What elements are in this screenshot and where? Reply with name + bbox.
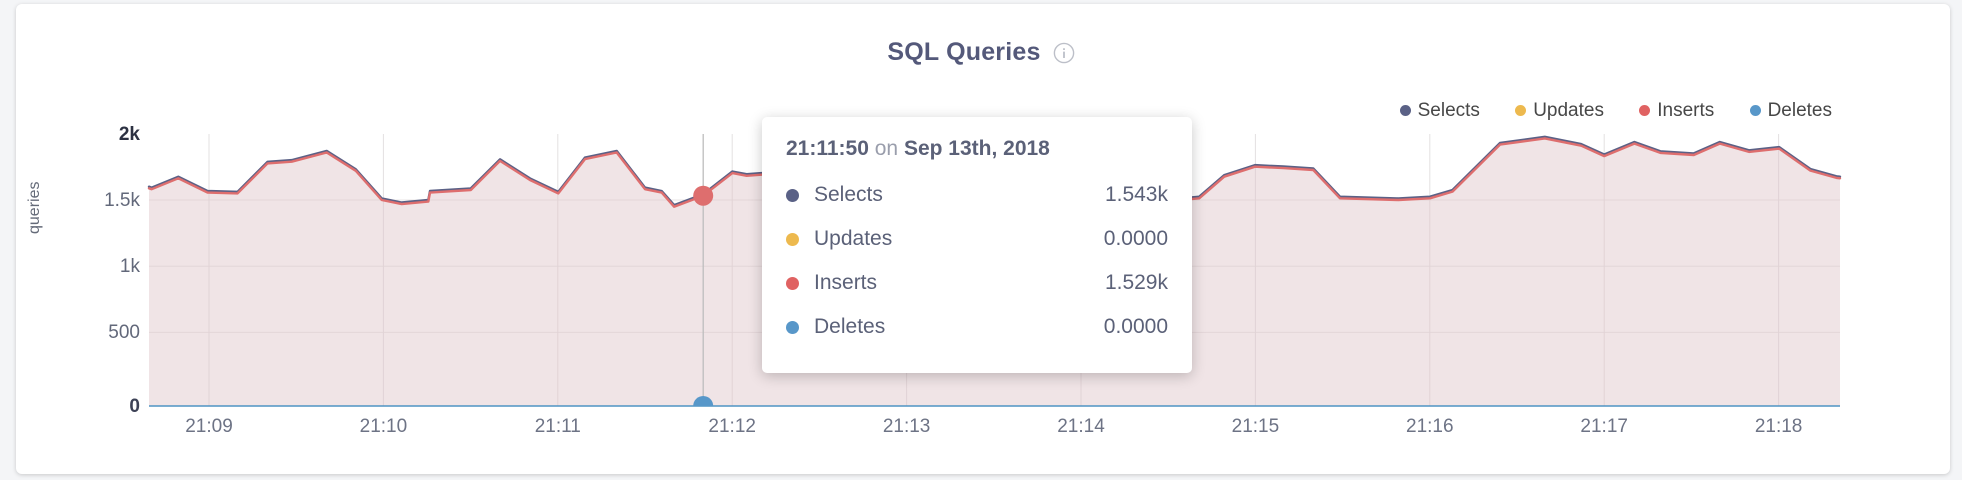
svg-text:21:11: 21:11 bbox=[535, 416, 581, 437]
svg-text:21:18: 21:18 bbox=[1755, 416, 1803, 437]
svg-text:1k: 1k bbox=[120, 256, 141, 277]
svg-text:1.5k: 1.5k bbox=[104, 190, 140, 211]
svg-text:21:15: 21:15 bbox=[1232, 416, 1280, 437]
svg-text:21:10: 21:10 bbox=[360, 416, 408, 437]
svg-text:21:17: 21:17 bbox=[1580, 416, 1628, 437]
svg-text:2k: 2k bbox=[119, 124, 141, 145]
svg-text:500: 500 bbox=[108, 322, 140, 343]
svg-text:21:14: 21:14 bbox=[1057, 416, 1105, 437]
svg-text:21:16: 21:16 bbox=[1406, 416, 1454, 437]
svg-text:21:13: 21:13 bbox=[883, 416, 931, 437]
svg-text:0: 0 bbox=[129, 396, 140, 417]
svg-text:21:09: 21:09 bbox=[185, 416, 233, 437]
svg-text:21:12: 21:12 bbox=[708, 416, 756, 437]
